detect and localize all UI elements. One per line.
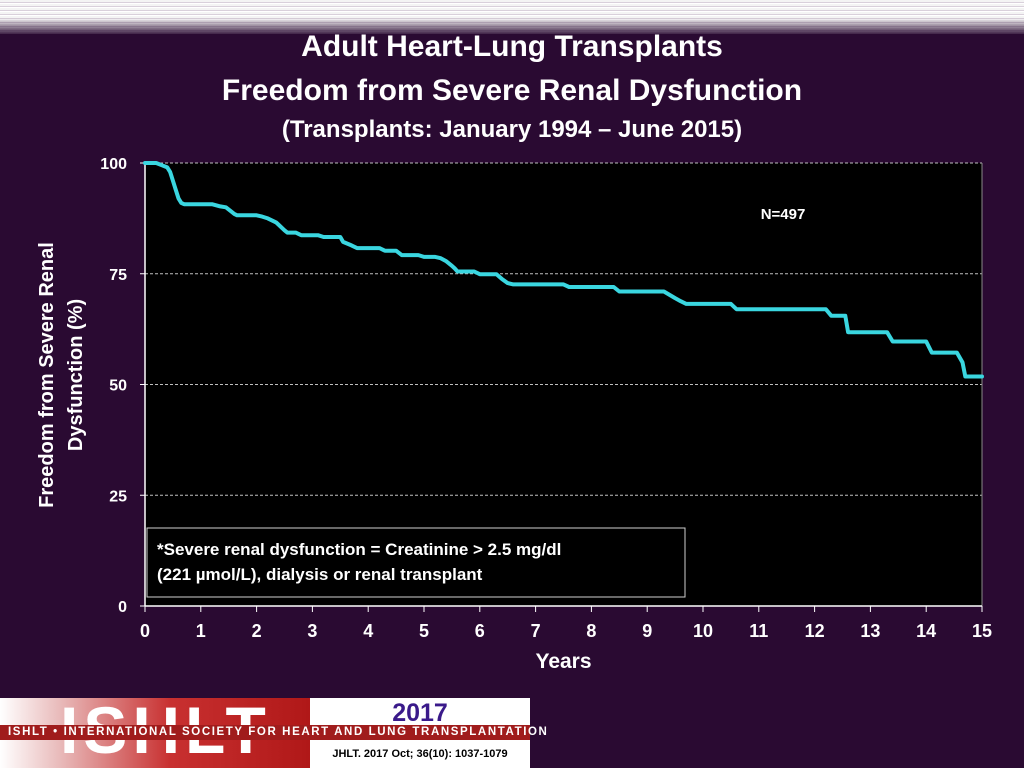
- x-axis-label: Years: [535, 650, 591, 673]
- x-tick-label: 15: [972, 621, 992, 641]
- y-tick-label: 50: [109, 378, 127, 395]
- y-tick-label: 100: [100, 156, 127, 173]
- org-name: ISHLT • INTERNATIONAL SOCIETY FOR HEART …: [8, 726, 549, 738]
- footnote-line2: (221 µmol/L), dialysis or renal transpla…: [157, 565, 483, 584]
- x-tick-label: 1: [196, 621, 206, 641]
- x-tick-label: 5: [419, 621, 429, 641]
- x-tick-label: 12: [805, 621, 825, 641]
- x-tick-label: 14: [916, 621, 936, 641]
- sample-size-annotation: N=497: [761, 206, 806, 223]
- slide-date-range: (Transplants: January 1994 – June 2015): [281, 116, 743, 143]
- citation: JHLT. 2017 Oct; 36(10): 1037-1079: [310, 740, 530, 768]
- footer-logo-area: ISHLT ISHLT • INTERNATIONAL SOCIETY FOR …: [0, 693, 547, 768]
- x-tick-label: 10: [693, 621, 713, 641]
- y-tick-label: 0: [118, 599, 127, 616]
- footnote-line1: *Severe renal dysfunction = Creatinine >…: [157, 540, 561, 559]
- slide-title: Adult Heart-Lung Transplants: [301, 30, 723, 63]
- x-tick-label: 13: [860, 621, 880, 641]
- report-year: 2017: [310, 698, 530, 727]
- org-banner: ISHLT • INTERNATIONAL SOCIETY FOR HEART …: [0, 725, 547, 740]
- slide-subtitle: Freedom from Severe Renal Dysfunction: [221, 74, 803, 107]
- y-tick-label: 25: [109, 488, 127, 505]
- x-tick-label: 0: [140, 621, 150, 641]
- header-fade: [0, 18, 1024, 36]
- x-tick-label: 8: [586, 621, 596, 641]
- x-tick-label: 2: [252, 621, 262, 641]
- x-tick-label: 9: [642, 621, 652, 641]
- x-tick-label: 6: [475, 621, 485, 641]
- x-tick-label: 7: [531, 621, 541, 641]
- x-tick-label: 3: [307, 621, 317, 641]
- footnote-box: [146, 527, 686, 598]
- y-tick-label: 75: [109, 267, 127, 284]
- x-tick-label: 4: [363, 621, 373, 641]
- series-line: [143, 161, 984, 379]
- x-tick-label: 11: [749, 621, 768, 641]
